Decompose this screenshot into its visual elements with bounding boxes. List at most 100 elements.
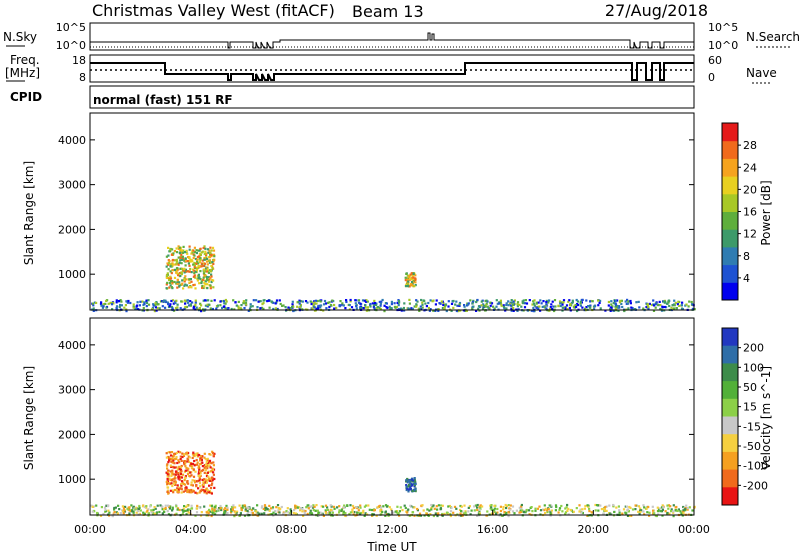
echo-cell xyxy=(507,504,510,507)
echo-cell xyxy=(489,304,492,307)
echo-cell xyxy=(507,515,510,518)
echo-cell xyxy=(585,306,588,309)
echo-cell xyxy=(517,308,520,311)
echo-cell xyxy=(193,479,196,482)
echo-cell xyxy=(151,308,154,311)
echo-cell xyxy=(441,514,444,517)
echo-cell xyxy=(187,467,190,470)
echo-cell xyxy=(548,299,551,302)
echo-cell xyxy=(416,507,419,511)
echo-cell xyxy=(533,304,536,307)
echo-cell xyxy=(575,305,578,309)
echo-cell xyxy=(549,512,552,515)
echo-cell xyxy=(91,302,94,305)
echo-cell xyxy=(186,469,189,472)
echo-cell xyxy=(276,504,280,507)
echo-cell xyxy=(180,253,183,257)
echo-cell xyxy=(331,511,334,514)
echo-cell xyxy=(145,299,148,302)
echo-cell xyxy=(195,269,198,272)
echo-cell xyxy=(414,482,417,485)
echo-cell xyxy=(143,512,146,515)
echo-cell xyxy=(201,278,205,281)
echo-cell xyxy=(115,305,119,308)
echo-cell xyxy=(203,299,207,302)
echo-cell xyxy=(177,247,180,250)
echo-cell xyxy=(266,508,269,511)
echo-cell xyxy=(436,512,439,516)
echo-cell xyxy=(612,301,615,304)
echo-cell xyxy=(560,504,563,508)
echo-cell xyxy=(306,512,309,515)
echo-cell xyxy=(428,509,431,512)
echo-cell xyxy=(542,300,545,303)
echo-cell xyxy=(226,511,229,515)
echo-cell xyxy=(505,307,508,310)
echo-cell xyxy=(659,510,662,513)
power-cbar-label: Power [dB] xyxy=(759,180,773,245)
velocity-plot-area xyxy=(90,450,696,518)
echo-cell xyxy=(257,300,260,303)
echo-cell xyxy=(338,509,341,512)
echo-cell xyxy=(345,300,348,303)
echo-cell xyxy=(406,278,410,281)
echo-cell xyxy=(235,304,238,307)
echo-cell xyxy=(344,307,347,310)
echo-cell xyxy=(474,504,477,507)
echo-cell xyxy=(172,491,175,494)
echo-cell xyxy=(306,504,309,507)
echo-cell xyxy=(652,309,656,312)
echo-cell xyxy=(169,248,172,251)
echo-cell xyxy=(205,256,208,259)
echo-cell xyxy=(359,307,363,310)
y-tick-label: 4000 xyxy=(58,134,86,147)
echo-cell xyxy=(653,304,656,307)
echo-cell xyxy=(102,303,105,306)
echo-cell xyxy=(123,509,126,512)
echo-cell xyxy=(302,509,306,512)
echo-cell xyxy=(414,284,417,287)
echo-cell xyxy=(503,307,506,310)
echo-cell xyxy=(183,505,186,508)
echo-cell xyxy=(184,509,187,512)
echo-cell xyxy=(169,250,172,253)
echo-cell xyxy=(393,305,396,308)
echo-cell xyxy=(207,299,210,302)
echo-cell xyxy=(435,299,438,302)
echo-cell xyxy=(201,284,204,288)
echo-cell xyxy=(202,468,205,472)
echo-cell xyxy=(192,268,195,271)
echo-cell xyxy=(389,307,393,310)
echo-cell xyxy=(120,304,123,307)
echo-cell xyxy=(167,451,170,454)
echo-cell xyxy=(201,461,204,464)
echo-cell xyxy=(572,510,575,513)
echo-cell xyxy=(569,303,572,306)
echo-cell xyxy=(131,508,134,512)
echo-cell xyxy=(605,505,608,508)
echo-cell xyxy=(201,484,204,487)
echo-cell xyxy=(142,511,145,514)
echo-cell xyxy=(141,505,145,508)
echo-cell xyxy=(532,310,535,313)
echo-cell xyxy=(674,301,677,304)
echo-cell xyxy=(569,304,572,307)
echo-cell xyxy=(171,461,174,464)
echo-cell xyxy=(463,512,466,515)
echo-cell xyxy=(153,512,157,515)
echo-cell xyxy=(408,285,411,288)
echo-cell xyxy=(539,509,543,512)
echo-cell xyxy=(191,250,194,253)
echo-cell xyxy=(200,304,203,307)
echo-cell xyxy=(206,263,209,266)
echo-cell xyxy=(196,308,199,311)
echo-cell xyxy=(186,509,189,512)
echo-cell xyxy=(168,459,171,462)
echo-cell xyxy=(181,509,184,512)
echo-cell xyxy=(439,302,442,305)
echo-cell xyxy=(486,510,489,513)
echo-cell xyxy=(186,270,189,273)
echo-cell xyxy=(495,512,498,515)
colorbar-tick-label: -50 xyxy=(743,440,761,453)
